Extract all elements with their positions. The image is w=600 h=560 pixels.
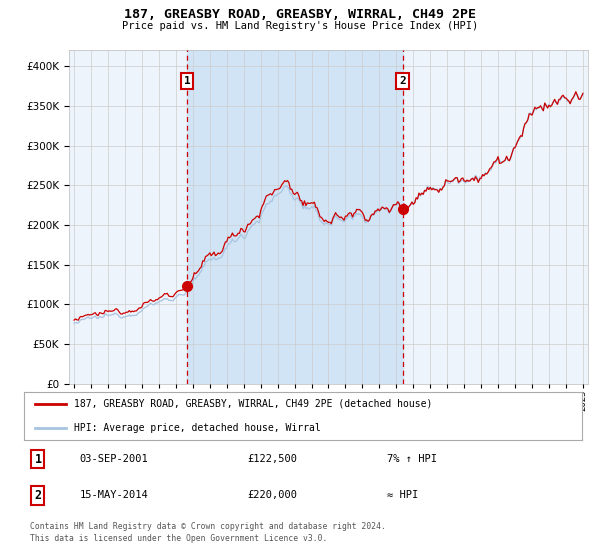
Text: £122,500: £122,500 bbox=[247, 454, 297, 464]
Text: 7% ↑ HPI: 7% ↑ HPI bbox=[387, 454, 437, 464]
Text: Contains HM Land Registry data © Crown copyright and database right 2024.: Contains HM Land Registry data © Crown c… bbox=[30, 522, 386, 531]
Text: HPI: Average price, detached house, Wirral: HPI: Average price, detached house, Wirr… bbox=[74, 423, 321, 433]
Text: 03-SEP-2001: 03-SEP-2001 bbox=[80, 454, 149, 464]
Text: 187, GREASBY ROAD, GREASBY, WIRRAL, CH49 2PE: 187, GREASBY ROAD, GREASBY, WIRRAL, CH49… bbox=[124, 8, 476, 21]
Text: 2: 2 bbox=[399, 76, 406, 86]
Text: 187, GREASBY ROAD, GREASBY, WIRRAL, CH49 2PE (detached house): 187, GREASBY ROAD, GREASBY, WIRRAL, CH49… bbox=[74, 399, 433, 409]
Text: ≈ HPI: ≈ HPI bbox=[387, 491, 418, 500]
Text: 15-MAY-2014: 15-MAY-2014 bbox=[80, 491, 149, 500]
Text: 1: 1 bbox=[34, 452, 41, 465]
Text: 2: 2 bbox=[34, 489, 41, 502]
Text: 1: 1 bbox=[184, 76, 191, 86]
Bar bbox=[187, 50, 403, 384]
Text: £220,000: £220,000 bbox=[247, 491, 297, 500]
Text: This data is licensed under the Open Government Licence v3.0.: This data is licensed under the Open Gov… bbox=[30, 534, 328, 543]
Text: Price paid vs. HM Land Registry's House Price Index (HPI): Price paid vs. HM Land Registry's House … bbox=[122, 21, 478, 31]
